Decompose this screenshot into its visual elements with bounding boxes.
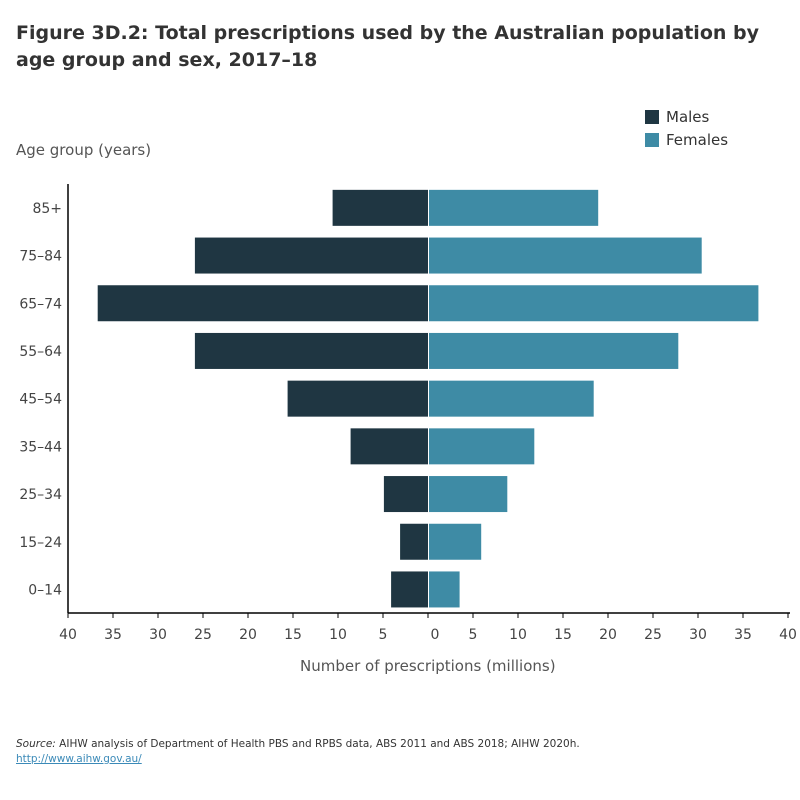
y-tick-label: 15–24 xyxy=(19,535,62,551)
chart-title: Figure 3D.2: Total prescriptions used by… xyxy=(16,22,760,71)
y-tick-label: 0–14 xyxy=(28,582,62,598)
x-axis-label: Number of prescriptions (millions) xyxy=(300,657,556,675)
bar-females xyxy=(429,332,679,369)
bar-males xyxy=(287,380,428,417)
bar-males xyxy=(194,332,428,369)
bar-females xyxy=(429,380,594,417)
y-tick-label: 85+ xyxy=(32,201,62,217)
y-tick-label: 35–44 xyxy=(19,439,62,455)
bar-males xyxy=(350,428,428,465)
source-label: Source: xyxy=(16,738,56,750)
legend-item-females: Females xyxy=(645,131,728,149)
bar-females xyxy=(429,523,482,560)
bar-males xyxy=(332,189,428,226)
x-tick-label: 10 xyxy=(509,627,527,643)
source-text: AIHW analysis of Department of Health PB… xyxy=(55,738,580,750)
y-axis-label: Age group (years) xyxy=(16,141,152,159)
y-tick-label: 65–74 xyxy=(19,296,62,312)
legend-item-males: Males xyxy=(645,108,709,126)
x-tick-label: 30 xyxy=(689,627,707,643)
x-tick-label: 20 xyxy=(599,627,617,643)
bar-males xyxy=(194,237,428,274)
x-tick-label: 5 xyxy=(379,627,388,643)
source-link[interactable]: http://www.aihw.gov.au/ xyxy=(16,753,142,765)
bar-males xyxy=(383,476,428,513)
x-tick-label: 35 xyxy=(104,627,122,643)
bar-females xyxy=(429,237,702,274)
legend-swatch-females xyxy=(645,133,659,147)
y-tick-label: 45–54 xyxy=(19,392,62,408)
bar-females xyxy=(429,189,599,226)
bar-males xyxy=(400,523,428,560)
legend-label-females: Females xyxy=(666,131,729,149)
x-tick-label: 40 xyxy=(59,627,77,643)
x-tick-label: 15 xyxy=(554,627,572,643)
x-tick-label: 30 xyxy=(149,627,167,643)
x-tick-label: 25 xyxy=(194,627,212,643)
bar-males xyxy=(97,285,428,322)
y-tick-label: 55–64 xyxy=(19,344,62,360)
x-tick-label: 40 xyxy=(779,627,797,643)
legend-swatch-males xyxy=(645,110,659,124)
bar-males xyxy=(391,571,428,608)
bar-females xyxy=(429,571,460,608)
bar-females xyxy=(429,476,508,513)
x-tick-label: 35 xyxy=(734,627,752,643)
x-tick-label: 5 xyxy=(469,627,478,643)
x-tick-label: 25 xyxy=(644,627,662,643)
y-tick-label: 25–34 xyxy=(19,487,62,503)
y-tick-label: 75–84 xyxy=(19,249,62,265)
bar-females xyxy=(429,428,535,465)
x-tick-label: 10 xyxy=(329,627,347,643)
bar-females xyxy=(429,285,759,322)
legend-label-males: Males xyxy=(666,108,710,126)
x-tick-label: 15 xyxy=(284,627,302,643)
source-note: Source: AIHW analysis of Department of H… xyxy=(16,738,580,750)
x-tick-label: 20 xyxy=(239,627,257,643)
x-tick-label: 0 xyxy=(431,627,440,643)
